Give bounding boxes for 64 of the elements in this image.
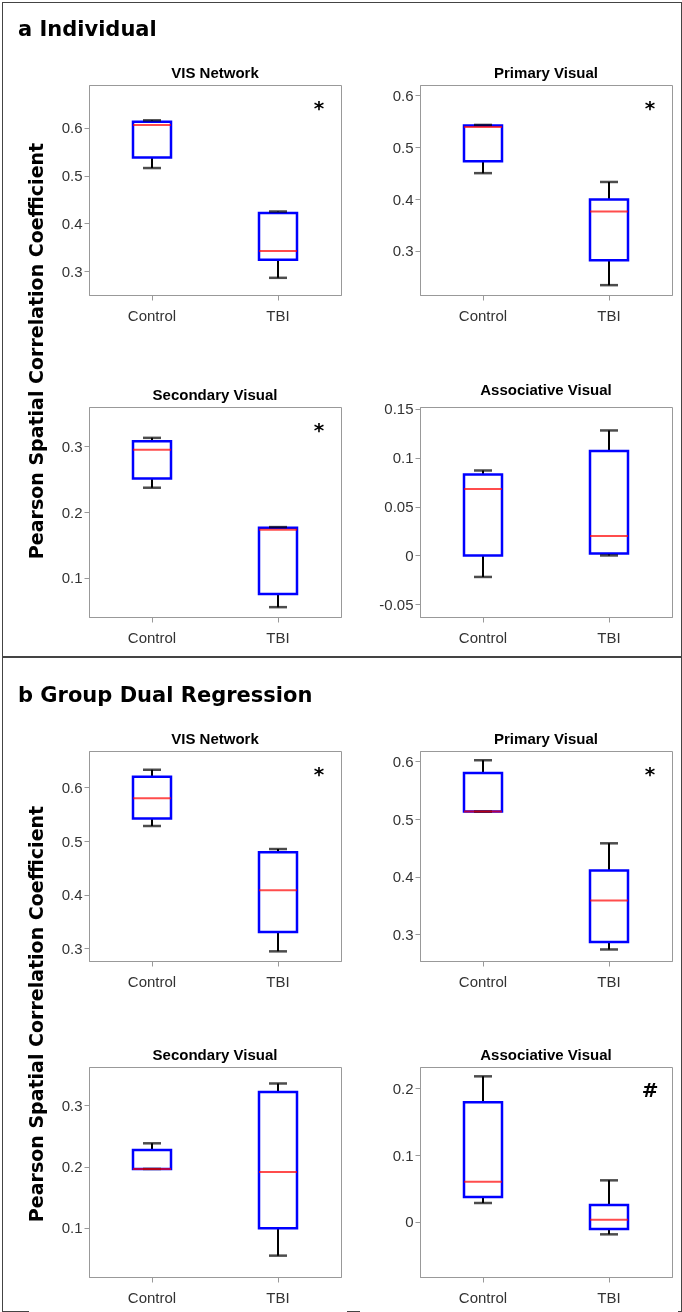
x-tick-label: TBI	[266, 972, 290, 990]
chart-title: VIS Network	[171, 730, 260, 747]
chart-title: Primary Visual	[494, 730, 598, 747]
chart-title: Secondary Visual	[152, 386, 278, 403]
x-tick-label: TBI	[597, 306, 621, 324]
y-tick-label: 0.3	[392, 925, 414, 943]
y-tick-label: 0.3	[61, 1096, 83, 1114]
y-tick-label: 0.15	[384, 400, 414, 418]
y-tick-label: 0.1	[392, 1146, 414, 1164]
x-tick-label: TBI	[266, 1288, 290, 1306]
chart-title: Primary Visual	[494, 64, 598, 81]
x-tick-label: Control	[127, 1288, 177, 1306]
x-tick-label: Control	[127, 628, 177, 646]
y-tick-label: 0.4	[61, 886, 83, 904]
y-tick-label: 0.6	[61, 778, 83, 796]
annotation: *	[644, 762, 656, 786]
text: b Group Dual Regression	[18, 683, 313, 707]
y-tick-label: 0.2	[392, 1079, 414, 1097]
x-tick-label: TBI	[266, 306, 290, 324]
annotation: *	[313, 762, 325, 786]
y-tick-label: 0.5	[61, 832, 83, 850]
y-tick-label: 0.6	[61, 119, 83, 137]
y-tick-label: 0.3	[392, 242, 414, 260]
annotation: *	[313, 418, 325, 442]
y-tick-label: -0.05	[379, 595, 414, 613]
y-tick-label: 0.3	[61, 262, 83, 280]
annotation: *	[644, 96, 656, 120]
y-tick-label: 0.4	[392, 190, 414, 208]
x-tick-label: TBI	[597, 972, 621, 990]
x-tick-label: Control	[458, 972, 508, 990]
x-tick-label: Control	[127, 306, 177, 324]
y-tick-label: 0.4	[392, 868, 414, 886]
x-tick-label: Control	[127, 972, 177, 990]
y-tick-label: 0.1	[392, 449, 414, 467]
y-tick-label: 0.05	[384, 498, 414, 516]
annotation: #	[641, 1078, 659, 1102]
y-tick-label: 0.1	[61, 569, 83, 587]
y-axis-title: Pearson Spatial Correlation Coefficient	[25, 805, 47, 1223]
x-tick-label: TBI	[597, 1288, 621, 1306]
chart-title: Associative Visual	[480, 1046, 612, 1063]
annotation: *	[313, 96, 325, 120]
y-tick-label: 0.6	[392, 752, 414, 770]
y-tick-label: 0.4	[61, 214, 83, 232]
x-tick-label: Control	[458, 1288, 508, 1306]
y-tick-label: 0.6	[392, 86, 414, 104]
y-axis-title: Pearson Spatial Correlation Coefficient	[25, 142, 47, 560]
x-tick-label: TBI	[266, 628, 290, 646]
x-tick-label: Control	[458, 306, 508, 324]
y-tick-label: 0	[405, 546, 414, 564]
y-tick-label: 0.2	[61, 1158, 83, 1176]
y-tick-label: 0	[405, 1213, 414, 1231]
y-tick-label: 0.3	[61, 939, 83, 957]
y-tick-label: 0.5	[61, 167, 83, 185]
y-tick-label: 0.3	[61, 437, 83, 455]
chart-title: Secondary Visual	[152, 1046, 278, 1063]
y-tick-label: 0.5	[392, 810, 414, 828]
text: a Individual	[18, 17, 157, 41]
y-tick-label: 0.2	[61, 503, 83, 521]
chart-title: VIS Network	[171, 64, 260, 81]
x-tick-label: Control	[458, 628, 508, 646]
y-tick-label: 0.5	[392, 138, 414, 156]
chart-title: Associative Visual	[480, 380, 612, 398]
y-tick-label: 0.1	[61, 1219, 83, 1237]
x-tick-label: TBI	[597, 628, 621, 646]
